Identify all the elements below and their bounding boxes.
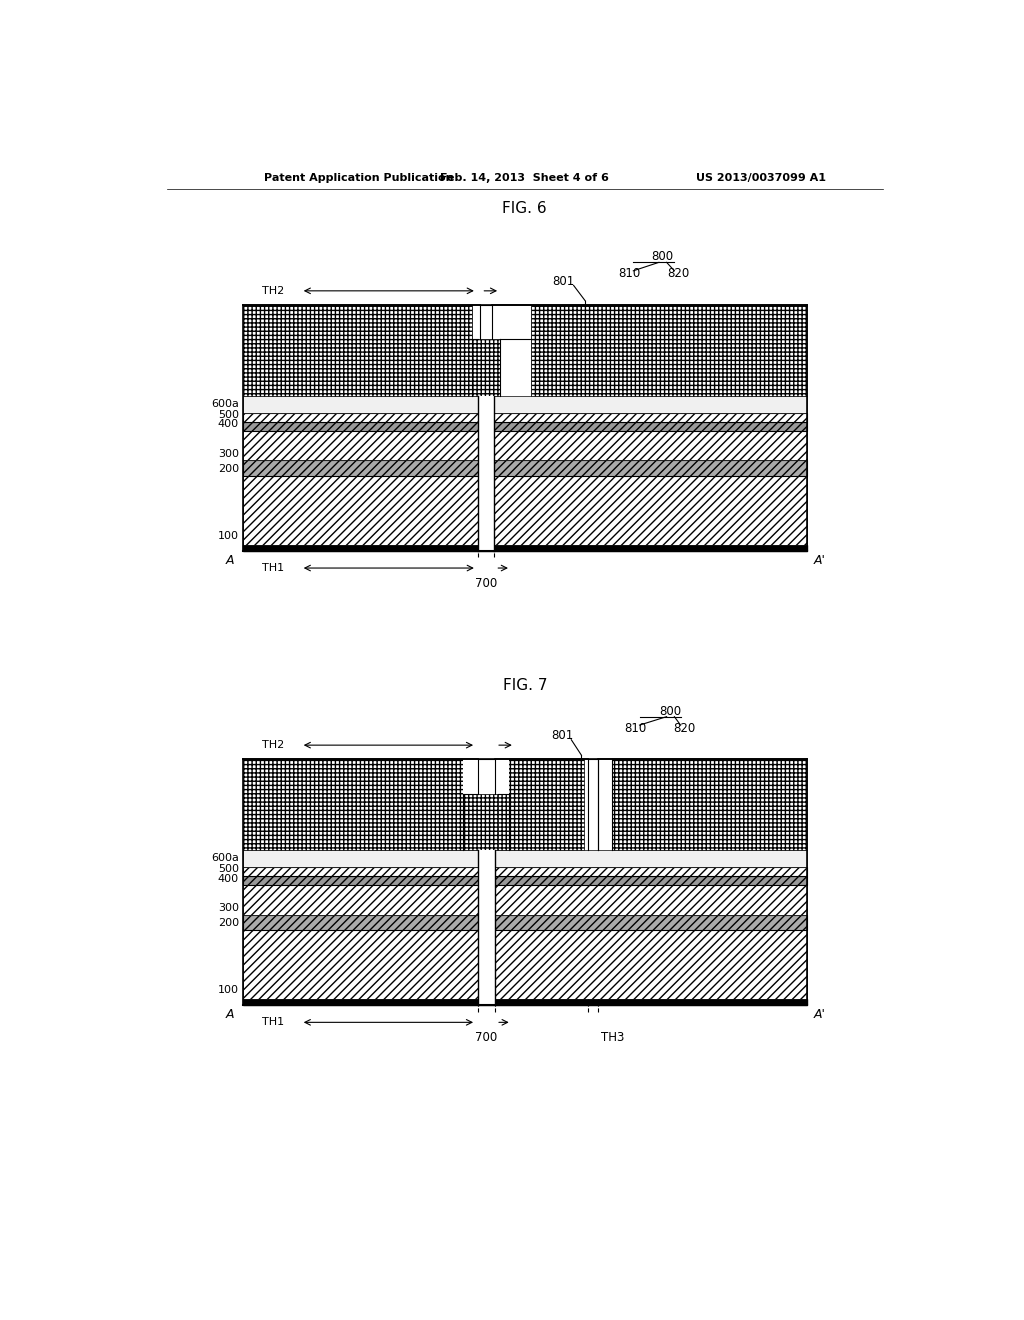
- Text: 500: 500: [218, 411, 239, 420]
- Bar: [243, 915, 807, 929]
- Text: 300: 300: [218, 903, 239, 913]
- Text: 810: 810: [618, 268, 641, 280]
- Bar: [531, 305, 807, 396]
- Bar: [463, 793, 509, 850]
- Text: TH2: TH2: [261, 286, 284, 296]
- Bar: [243, 475, 807, 545]
- Text: A: A: [226, 1008, 234, 1022]
- Bar: [478, 396, 494, 552]
- Text: 500: 500: [218, 865, 239, 875]
- Text: 600a: 600a: [211, 853, 239, 863]
- Bar: [477, 850, 495, 1006]
- Bar: [500, 305, 531, 396]
- Text: A': A': [813, 1008, 825, 1022]
- Bar: [243, 305, 472, 396]
- Bar: [243, 422, 807, 430]
- Bar: [243, 430, 807, 461]
- Bar: [243, 461, 807, 475]
- Text: 700: 700: [475, 577, 498, 590]
- Text: 400: 400: [218, 420, 239, 429]
- Text: FIG. 6: FIG. 6: [503, 201, 547, 216]
- Bar: [243, 850, 807, 867]
- Text: 801: 801: [552, 275, 574, 288]
- Text: 200: 200: [218, 465, 239, 474]
- Text: Patent Application Publication: Patent Application Publication: [263, 173, 454, 182]
- Text: 200: 200: [218, 919, 239, 928]
- Bar: [463, 759, 509, 793]
- Text: 100: 100: [218, 986, 239, 995]
- Text: US 2013/0037099 A1: US 2013/0037099 A1: [695, 173, 825, 182]
- Bar: [589, 759, 598, 850]
- Text: FIG. 7: FIG. 7: [503, 678, 547, 693]
- Bar: [243, 412, 807, 422]
- Text: 100: 100: [218, 531, 239, 541]
- Text: TH1: TH1: [262, 1018, 284, 1027]
- Text: TH3: TH3: [601, 1031, 624, 1044]
- Text: 600a: 600a: [211, 399, 239, 409]
- Text: 400: 400: [218, 874, 239, 884]
- Text: 801: 801: [551, 730, 573, 742]
- Bar: [477, 759, 495, 793]
- Bar: [480, 305, 493, 339]
- Text: 800: 800: [659, 705, 682, 718]
- Text: TH1: TH1: [262, 564, 284, 573]
- Text: 800: 800: [651, 251, 674, 264]
- Bar: [243, 886, 807, 915]
- Text: 700: 700: [475, 1031, 498, 1044]
- Text: 820: 820: [667, 268, 689, 280]
- Text: Feb. 14, 2013  Sheet 4 of 6: Feb. 14, 2013 Sheet 4 of 6: [440, 173, 609, 182]
- Text: TH2: TH2: [261, 741, 284, 750]
- Bar: [598, 759, 611, 850]
- Text: A': A': [813, 554, 825, 566]
- Bar: [243, 876, 807, 886]
- Bar: [611, 759, 807, 850]
- Bar: [472, 339, 500, 396]
- Text: 300: 300: [218, 449, 239, 459]
- Text: 810: 810: [625, 722, 647, 735]
- Text: 820: 820: [674, 722, 695, 735]
- Text: A: A: [226, 554, 234, 566]
- Bar: [243, 999, 807, 1006]
- Bar: [243, 545, 807, 552]
- Bar: [499, 759, 585, 850]
- Bar: [243, 929, 807, 999]
- Bar: [243, 396, 807, 412]
- Bar: [243, 759, 463, 850]
- Bar: [243, 867, 807, 876]
